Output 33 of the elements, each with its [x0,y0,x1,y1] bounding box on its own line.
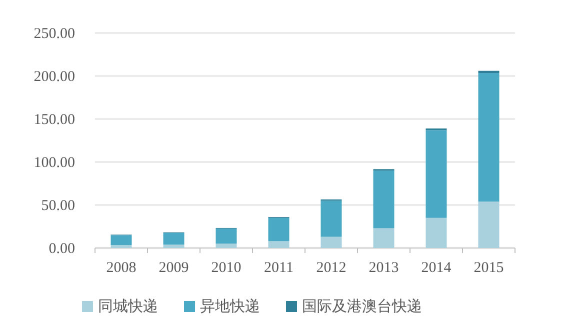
x-tick-label: 2011 [264,260,294,276]
x-tick-label: 2015 [474,260,504,276]
legend-label: 同城快递 [98,298,158,315]
x-tick-label: 2009 [158,260,189,276]
bar [216,228,237,244]
y-tick-label: 150.00 [34,112,75,128]
y-tick-label: 100.00 [34,155,75,171]
bar [268,218,290,242]
x-tick-label: 2013 [368,260,399,276]
bar [163,232,184,245]
bar [320,236,342,248]
y-tick-label: 50.00 [41,198,75,214]
x-tick-label: 2010 [211,260,242,276]
bar [478,72,500,202]
y-tick-label: 0.00 [48,241,75,257]
bar [320,200,342,237]
bar [268,241,290,248]
bar [478,202,500,248]
bar [163,244,184,248]
bar [426,218,447,248]
bar [426,130,447,218]
x-tick-label: 2014 [421,260,452,276]
bar [216,244,237,248]
legend-label: 国际及港澳台快递 [302,298,422,315]
y-tick-label: 250.00 [34,26,75,42]
x-tick-label: 2012 [316,260,346,276]
x-tick-label: 2008 [106,260,136,276]
bar [373,170,394,228]
bar [110,235,132,245]
bar [110,244,132,248]
legend-label: 异地快递 [200,298,260,315]
bar [373,228,394,248]
y-tick-label: 200.00 [34,69,75,85]
